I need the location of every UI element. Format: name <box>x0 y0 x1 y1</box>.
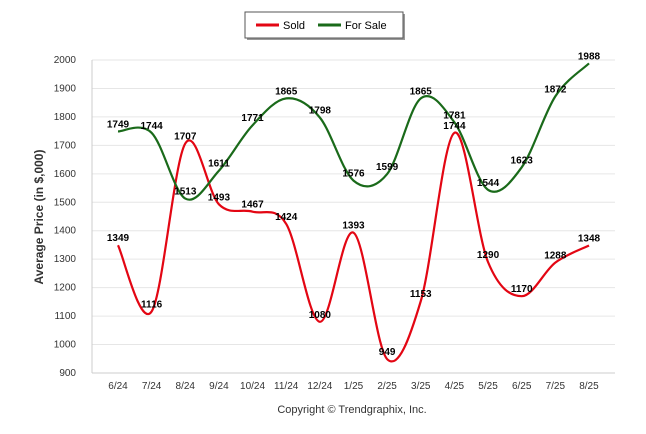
y-tick-label: 1200 <box>54 283 77 294</box>
x-tick-label: 6/24 <box>108 381 128 392</box>
data-label-for-sale: 1872 <box>544 84 567 95</box>
data-label-sold: 949 <box>379 347 396 358</box>
legend-label-for-sale: For Sale <box>345 20 387 32</box>
x-tick-label: 2/25 <box>377 381 397 392</box>
data-label-for-sale: 1599 <box>376 162 399 173</box>
data-label-for-sale: 1544 <box>477 178 500 189</box>
y-tick-label: 2000 <box>54 55 77 66</box>
data-label-for-sale: 1623 <box>511 155 534 166</box>
y-tick-labels: 900 1000 1100 1200 1300 1400 1500 1600 1700 1800 1… <box>54 55 77 379</box>
series-lines <box>116 62 590 363</box>
x-tick-label: 11/24 <box>274 381 299 392</box>
data-label-for-sale: 1513 <box>174 187 197 198</box>
series-line-sold <box>116 131 590 363</box>
data-label-sold: 1080 <box>309 310 332 321</box>
y-tick-label: 1500 <box>54 197 77 208</box>
x-tick-label: 12/24 <box>307 381 332 392</box>
data-label-sold: 1116 <box>141 300 163 311</box>
y-tick-label: 1900 <box>54 83 77 94</box>
data-label-sold: 1744 <box>443 121 466 132</box>
data-label-sold: 1290 <box>477 250 500 261</box>
y-axis-label: Average Price (in $,000) <box>32 150 46 285</box>
data-label-sold: 1348 <box>578 234 601 245</box>
data-label-sold: 1393 <box>342 221 365 232</box>
data-label-sold: 1170 <box>511 284 533 295</box>
data-label-for-sale: 1798 <box>309 105 332 116</box>
y-tick-label: 1000 <box>54 340 77 351</box>
data-label-for-sale: 1576 <box>342 169 365 180</box>
series-line-for-sale <box>117 62 590 201</box>
data-label-sold: 1349 <box>107 233 130 244</box>
legend: Sold For Sale <box>244 11 405 40</box>
x-tick-label: 6/25 <box>512 381 532 392</box>
data-label-for-sale: 1771 <box>241 113 264 124</box>
x-tick-label: 7/25 <box>546 381 566 392</box>
y-tick-label: 1800 <box>54 112 77 123</box>
x-tick-label: 8/25 <box>579 381 599 392</box>
x-tick-label: 10/24 <box>240 381 265 392</box>
y-tick-label: 1700 <box>54 140 77 151</box>
data-label-for-sale: 1988 <box>578 51 601 62</box>
x-tick-label: 8/24 <box>176 381 196 392</box>
data-label-sold: 1424 <box>275 212 298 223</box>
data-label-sold: 1153 <box>410 289 432 300</box>
data-label-sold: 1707 <box>174 131 197 142</box>
data-label-for-sale: 1865 <box>410 86 433 97</box>
x-tick-label: 5/25 <box>478 381 498 392</box>
data-label-for-sale: 1611 <box>208 159 230 170</box>
x-tick-label: 7/24 <box>142 381 162 392</box>
x-tick-label: 4/25 <box>445 381 465 392</box>
data-label-sold: 1467 <box>241 200 264 211</box>
y-tick-label: 900 <box>59 368 76 379</box>
x-tick-label: 9/24 <box>209 381 229 392</box>
data-label-for-sale: 1749 <box>107 119 130 130</box>
copyright-footer: Copyright © Trendgraphix, Inc. <box>277 404 426 416</box>
grid-lines <box>92 59 615 346</box>
x-tick-label: 1/25 <box>344 381 364 392</box>
y-tick-label: 1400 <box>54 226 77 237</box>
data-label-sold: 1288 <box>544 251 567 262</box>
data-labels: 1349 1116 1707 1493 1467 1424 1080 1393 949 1153 1… <box>107 51 601 358</box>
y-tick-label: 1100 <box>54 311 76 322</box>
data-label-for-sale: 1865 <box>275 86 298 97</box>
x-tick-label: 3/25 <box>411 381 431 392</box>
data-label-for-sale: 1744 <box>141 121 164 132</box>
data-label-sold: 1493 <box>208 192 231 203</box>
y-tick-label: 1600 <box>54 169 77 180</box>
legend-label-sold: Sold <box>283 20 305 32</box>
x-tick-labels: 6/24 7/24 8/24 9/24 10/24 11/24 12/24 1/25 2/25 3… <box>108 381 599 392</box>
data-label-for-sale: 1781 <box>443 110 466 121</box>
y-tick-label: 1300 <box>54 254 77 265</box>
